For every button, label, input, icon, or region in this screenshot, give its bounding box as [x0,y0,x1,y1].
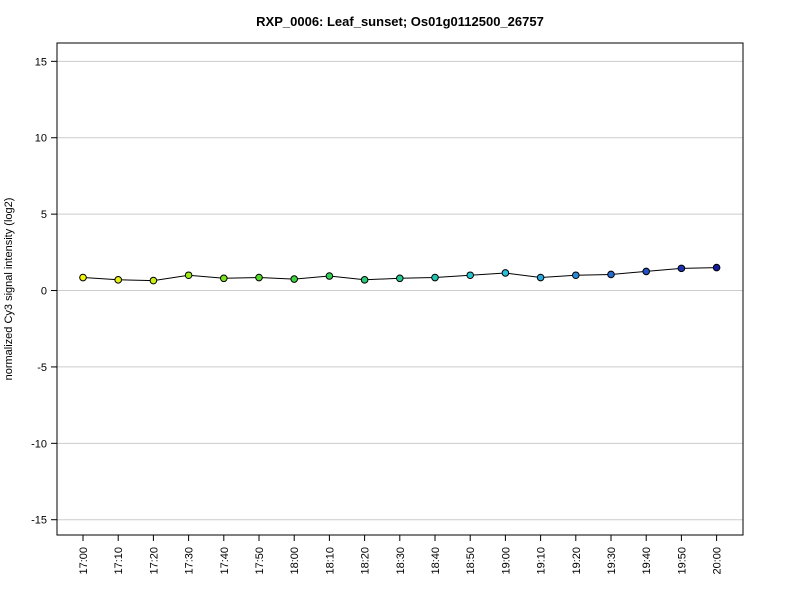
data-point-14 [572,271,580,280]
y-axis: -15 -10 -5 0 5 10 15 [31,56,57,527]
x-tick-label-5: 17:50 [254,547,266,575]
x-tick-label-1: 17:10 [113,547,125,575]
x-tick-label-0: 17:00 [78,547,90,575]
chart-title: RXP_0006: Leaf_sunset; Os01g0112500_2675… [256,14,544,29]
data-point-11 [466,271,475,280]
x-axis: 17:00 17:10 17:20 17:30 17:40 17:50 18:00 18:10… [78,535,724,575]
x-tick-label-9: 18:30 [395,547,407,575]
data-point-15 [607,270,615,279]
x-tick-label-7: 18:10 [324,547,336,575]
data-point-10 [431,273,439,282]
data-points [79,263,721,285]
data-point-9 [396,274,404,283]
x-tick-label-10: 18:40 [430,547,442,575]
x-tick-label-2: 17:20 [148,547,160,575]
data-point-16 [642,267,651,276]
y-axis-label: normalized Cy3 signal intensity (log2) [3,198,15,381]
x-tick-label-8: 18:20 [360,547,372,575]
x-tick-label-3: 17:30 [184,547,196,575]
data-point-12 [501,269,510,277]
gridlines [57,60,743,521]
x-tick-label-15: 19:30 [606,547,618,575]
data-point-7 [325,272,334,280]
y-tick-label-4: 5 [41,209,47,221]
data-point-8 [360,276,369,284]
plot-frame [56,42,744,536]
data-point-18 [712,263,721,272]
x-tick-label-6: 18:00 [289,547,301,575]
x-tick-label-4: 17:40 [219,547,231,575]
data-point-1 [114,276,122,284]
data-point-0 [79,273,87,282]
data-point-6 [290,275,299,283]
data-point-5 [255,273,263,282]
x-tick-label-14: 19:20 [571,547,583,575]
y-tick-label-3: 0 [41,286,47,298]
x-tick-label-16: 19:40 [641,547,653,575]
data-point-4 [220,274,228,283]
x-tick-label-17: 19:50 [676,547,688,575]
data-point-13 [536,273,545,282]
y-tick-label-0: -15 [31,515,47,527]
data-point-3 [184,271,193,280]
y-tick-label-6: 15 [35,56,47,68]
x-tick-label-13: 19:10 [536,547,548,575]
y-tick-label-5: 10 [35,133,47,145]
data-point-17 [677,264,686,273]
y-tick-label-2: -5 [37,362,47,374]
x-tick-label-11: 18:50 [465,547,477,575]
data-point-2 [149,276,158,285]
y-tick-label-1: -10 [31,438,47,450]
x-tick-label-18: 20:00 [712,547,724,575]
x-tick-label-12: 19:00 [500,547,512,575]
